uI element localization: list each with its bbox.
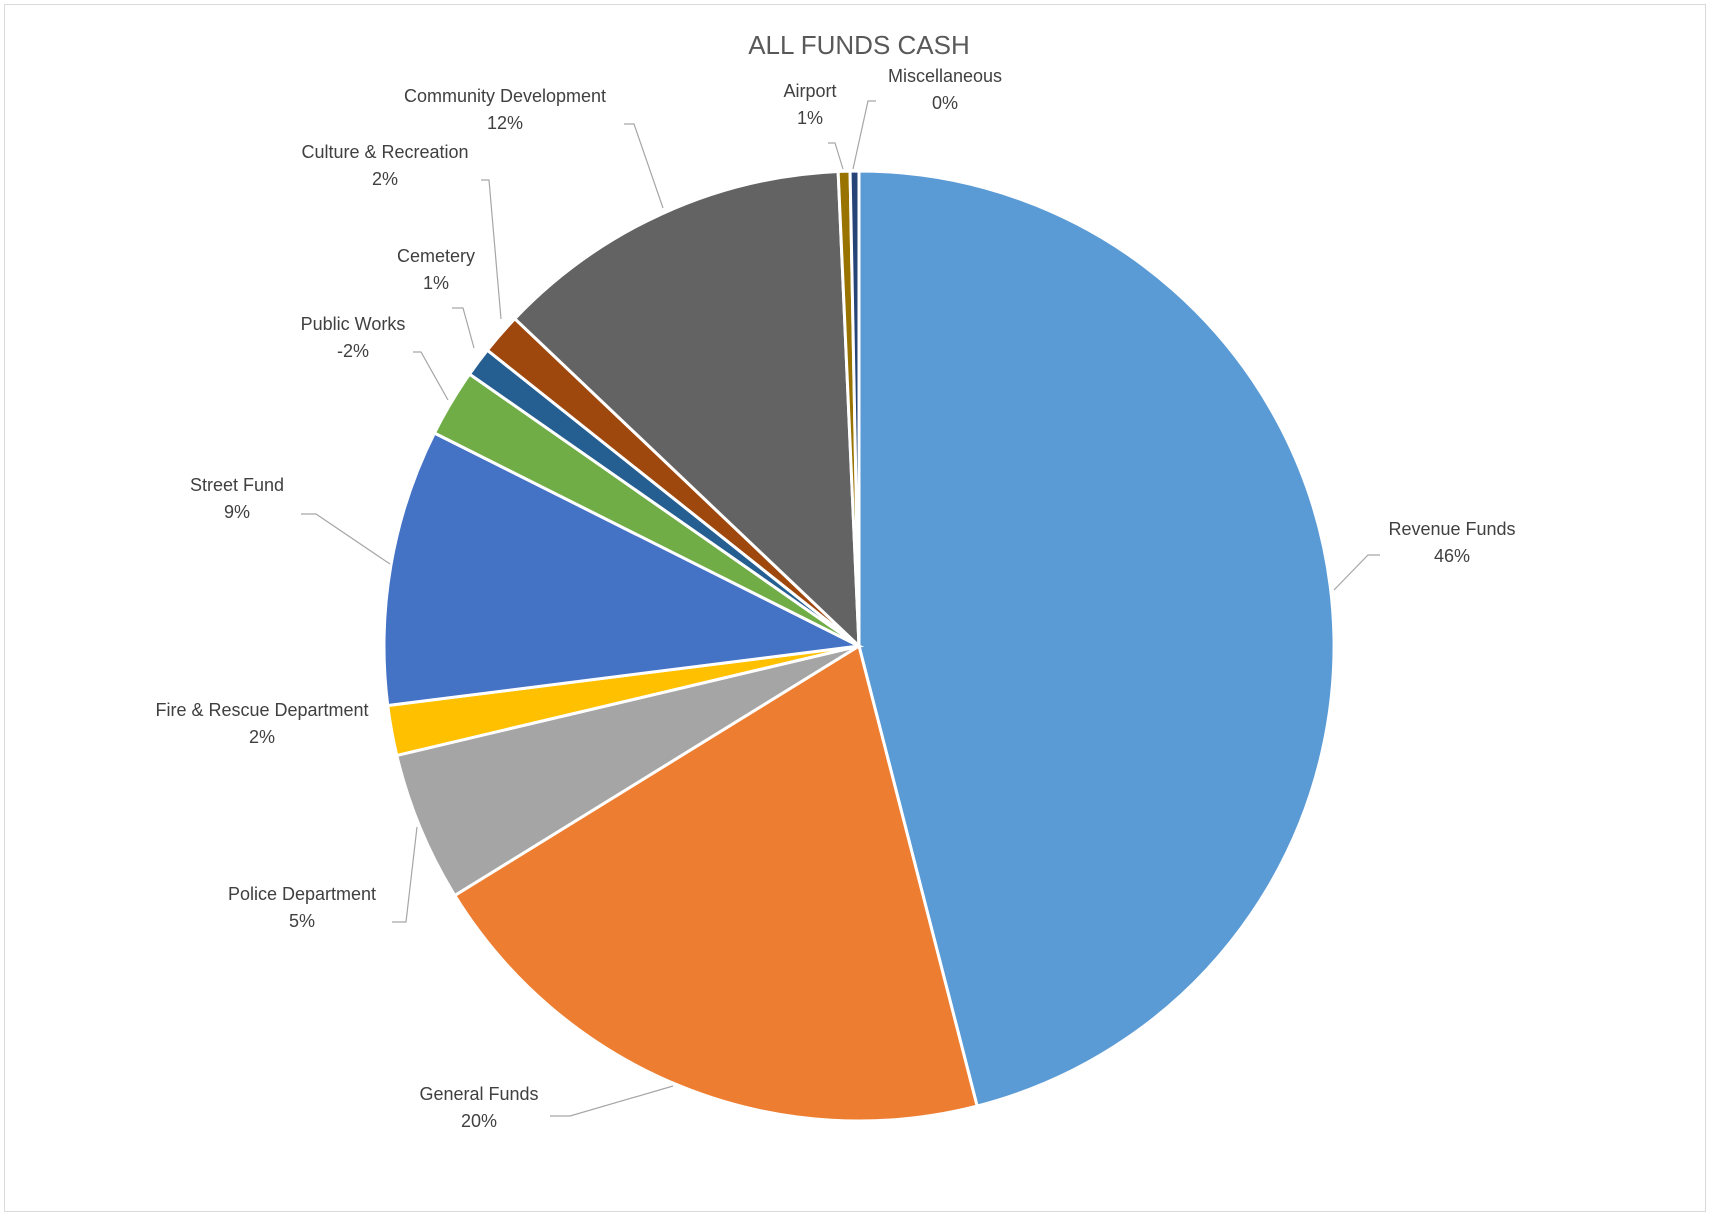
leader-line-airport [828, 142, 844, 170]
leader-line-public-works [413, 351, 449, 401]
pie-slice-community-development [512, 169, 861, 650]
slice-name-label-revenue-funds: Revenue Funds [1388, 519, 1515, 539]
chart-title: ALL FUNDS CASH [748, 30, 970, 60]
slice-name-label-culture-and-recreation: Culture & Recreation [301, 142, 468, 162]
slice-percent-label-police-department: 5% [289, 911, 315, 931]
leader-line-culture-and-recreation [481, 179, 502, 320]
pie-slice-police-department [394, 644, 860, 898]
slice-percent-label-miscellaneous: 0% [932, 93, 958, 113]
slice-percent-label-culture-and-recreation: 2% [372, 169, 398, 189]
slice-percent-label-general-funds: 20% [461, 1111, 497, 1131]
leader-line-police-department [392, 826, 418, 923]
leader-line-general-funds [550, 1085, 674, 1117]
leader-line-revenue-funds [1333, 554, 1380, 591]
slice-name-label-street-fund: Street Fund [190, 475, 284, 495]
leader-line-cemetery [452, 307, 475, 349]
pie-slice-general-funds [452, 643, 979, 1123]
pie-slice-miscellaneous [848, 169, 861, 647]
data-labels-layer: Revenue Funds 46% General Funds 20% Police D… [155, 66, 1515, 1131]
pie-slice-revenue-funds [857, 169, 1336, 1108]
slice-name-label-public-works: Public Works [301, 314, 406, 334]
slice-name-label-community-development: Community Development [404, 86, 606, 106]
leader-lines-layer [301, 100, 1380, 1117]
pie-slice-street-fund [382, 431, 865, 708]
slice-name-label-miscellaneous: Miscellaneous [888, 66, 1002, 86]
slice-percent-label-cemetery: 1% [423, 273, 449, 293]
slice-percent-label-street-fund: 9% [224, 502, 250, 522]
slice-name-label-general-funds: General Funds [419, 1084, 538, 1104]
leader-line-street-fund [301, 513, 391, 565]
slices-layer [382, 169, 1336, 1123]
slice-name-label-police-department: Police Department [228, 884, 376, 904]
leader-line-community-development [624, 123, 664, 209]
slice-percent-label-airport: 1% [797, 108, 823, 128]
slice-percent-label-community-development: 12% [487, 113, 523, 133]
slice-percent-label-fire-and-rescue-department: 2% [249, 727, 275, 747]
slice-name-label-cemetery: Cemetery [397, 246, 475, 266]
slice-name-label-fire-and-rescue-department: Fire & Rescue Department [155, 700, 368, 720]
slice-name-label-airport: Airport [783, 81, 836, 101]
leader-line-miscellaneous [852, 100, 876, 170]
slice-percent-label-revenue-funds: 46% [1434, 546, 1470, 566]
slice-percent-label-public-works: -2% [337, 341, 369, 361]
